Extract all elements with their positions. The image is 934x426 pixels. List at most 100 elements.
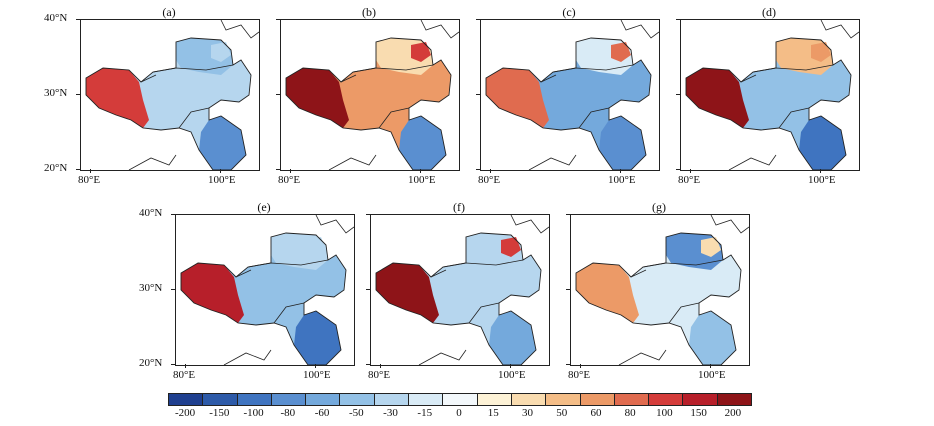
province-borders <box>630 259 724 324</box>
west-region <box>181 263 244 323</box>
lon-label: 100°E <box>498 369 526 381</box>
lon-label: 100°E <box>608 174 636 186</box>
panel-label: (g) <box>652 200 666 214</box>
west-region <box>286 68 349 128</box>
lat-tick <box>171 214 175 215</box>
lat-tick <box>366 364 370 365</box>
lat-tick <box>476 169 480 170</box>
colorbar-label: -15 <box>417 407 433 419</box>
colorbar-label: -60 <box>314 407 330 419</box>
coastline <box>618 215 749 365</box>
hotspot-region <box>701 237 721 257</box>
panel-label: (a) <box>162 5 176 19</box>
lat-tick <box>171 364 175 365</box>
map-frame <box>680 19 860 171</box>
colorbar-label: -30 <box>383 407 398 419</box>
lon-tick <box>580 364 581 368</box>
colorbar-cell <box>682 394 717 405</box>
lat-label: 30°N <box>44 87 68 99</box>
hotspot-region <box>611 42 631 62</box>
colorbar-label: 0 <box>456 407 462 419</box>
west-region <box>376 263 439 323</box>
coastline <box>328 20 459 170</box>
lat-label: 30°N <box>139 282 163 294</box>
province-borders <box>140 64 234 129</box>
colorbar-label: -100 <box>243 407 264 419</box>
southeast-region <box>599 116 646 170</box>
lon-tick <box>290 169 291 173</box>
lon-tick <box>420 169 421 173</box>
lon-tick <box>510 364 511 368</box>
colorbar-cell <box>716 394 752 405</box>
lon-label: 80°E <box>78 174 101 186</box>
southeast-region <box>689 311 736 365</box>
lat-tick <box>566 289 570 290</box>
map-frame <box>80 19 260 171</box>
panel-label: (c) <box>562 5 576 19</box>
panel-label: (f) <box>453 200 465 214</box>
colorbar-cell <box>545 394 580 405</box>
map-frame <box>370 214 550 366</box>
colorbar-cell <box>373 394 409 405</box>
colorbar-cell <box>613 394 649 405</box>
southeast-region <box>489 311 536 365</box>
lon-label: 100°E <box>698 369 726 381</box>
colorbar-label: -80 <box>280 407 296 419</box>
lat-tick <box>366 289 370 290</box>
lon-tick <box>90 169 91 173</box>
lat-tick <box>276 19 280 20</box>
lat-label: 20°N <box>139 357 163 369</box>
lon-tick <box>820 169 821 173</box>
lon-tick <box>710 364 711 368</box>
colorbar-cell <box>648 394 683 405</box>
lat-tick <box>676 169 680 170</box>
lat-tick <box>276 94 280 95</box>
coastline <box>128 20 259 170</box>
lat-tick <box>676 19 680 20</box>
map-frame <box>280 19 460 171</box>
colorbar-labels: -200 -150 -100 -80 -60 -50 -30 -15 0 15 30 50 60 80 10… <box>168 407 750 421</box>
lon-tick <box>220 169 221 173</box>
colorbar <box>168 393 752 406</box>
colorbar-cell <box>510 394 546 405</box>
colorbar-cell <box>579 394 614 405</box>
colorbar-cell <box>305 394 340 405</box>
lon-label: 80°E <box>173 369 196 381</box>
lat-tick <box>476 94 480 95</box>
colorbar-label: 60 <box>590 407 602 419</box>
west-region <box>86 68 149 128</box>
lat-label: 40°N <box>44 12 68 24</box>
panel-label: (e) <box>257 200 271 214</box>
lat-tick <box>566 364 570 365</box>
colorbar-label: 30 <box>521 407 533 419</box>
lat-label: 20°N <box>44 162 68 174</box>
colorbar-label: -200 <box>175 407 196 419</box>
lon-tick <box>690 169 691 173</box>
lat-tick <box>76 94 80 95</box>
lat-label: 40°N <box>139 207 163 219</box>
hotspot-region <box>411 42 431 62</box>
coastline <box>728 20 859 170</box>
lon-tick <box>380 364 381 368</box>
province-borders <box>430 259 524 324</box>
lat-tick <box>276 169 280 170</box>
hotspot-region <box>306 237 326 257</box>
lon-label: 100°E <box>303 369 331 381</box>
lat-tick <box>676 94 680 95</box>
province-borders <box>235 259 329 324</box>
lon-tick <box>185 364 186 368</box>
lon-label: 80°E <box>368 369 391 381</box>
lon-tick <box>620 169 621 173</box>
coastline <box>528 20 659 170</box>
coastline <box>418 215 549 365</box>
province-borders <box>340 64 434 129</box>
colorbar-cell <box>270 394 306 405</box>
colorbar-label: -50 <box>348 407 364 419</box>
lat-tick <box>366 214 370 215</box>
lon-label: 100°E <box>208 174 236 186</box>
hotspot-region <box>811 42 831 62</box>
southeast-region <box>399 116 446 170</box>
colorbar-label: 150 <box>690 407 707 419</box>
panel-label: (b) <box>362 5 376 19</box>
lon-label: 80°E <box>568 369 591 381</box>
